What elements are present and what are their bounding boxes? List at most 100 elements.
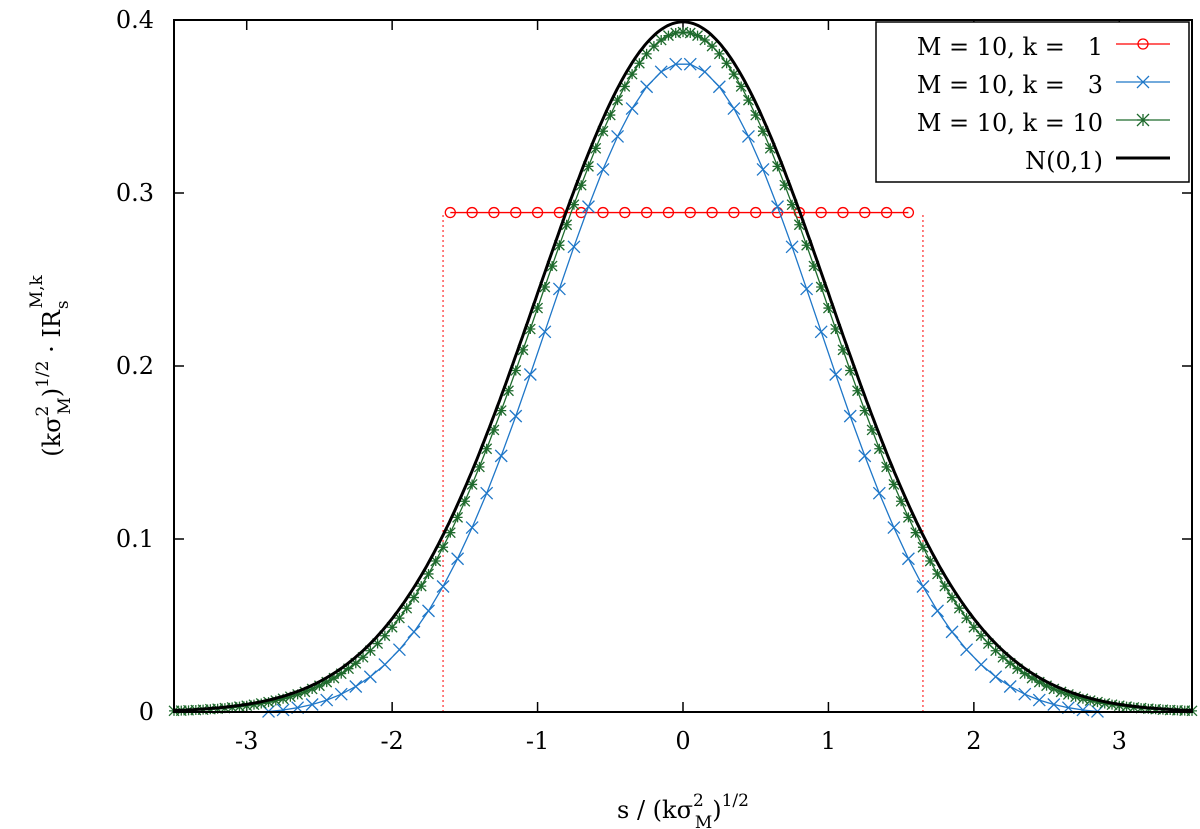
series-3 (173, 20, 1193, 712)
legend-box (875, 21, 1190, 183)
data-point (808, 260, 820, 272)
data-point (1026, 672, 1038, 684)
data-point (422, 604, 435, 618)
data-point (815, 206, 827, 219)
data-point (480, 486, 494, 500)
data-point (364, 645, 376, 657)
data-point (917, 541, 929, 553)
data-point (662, 30, 674, 42)
data-point (1047, 698, 1061, 711)
y-axis-label: (kσ2 M)1/2 · IRsM,k (27, 275, 75, 457)
legend-label-k1: M = 10, k = 1 (917, 33, 1103, 61)
data-point (321, 676, 333, 688)
data-point (641, 48, 653, 60)
data-point (741, 129, 755, 143)
y-axis-label-group: (kσ2 M)1/2 · IRsM,k (27, 275, 75, 457)
data-point (510, 206, 522, 219)
data-point (756, 162, 770, 176)
data-point (837, 344, 849, 356)
series-0 (442, 206, 924, 712)
data-point (255, 698, 267, 709)
data-point (320, 693, 334, 707)
data-point (276, 703, 290, 717)
data-point (430, 555, 442, 567)
data-point (895, 495, 907, 507)
data-point (931, 604, 944, 618)
data-point (626, 68, 638, 80)
data-point (1048, 683, 1060, 695)
data-point (248, 699, 260, 711)
data-point (670, 27, 682, 39)
data-point (401, 602, 413, 614)
data-point (888, 478, 900, 490)
data-point (997, 651, 1009, 663)
data-point (423, 568, 434, 580)
data-point (392, 643, 406, 657)
data-point (510, 365, 522, 376)
data-point (858, 449, 872, 463)
data-point (880, 206, 893, 219)
data-point (910, 527, 922, 539)
data-point (372, 638, 384, 650)
data-point (625, 102, 639, 115)
data-point (779, 179, 791, 191)
data-point (495, 405, 507, 417)
data-point (953, 602, 965, 614)
x-tick-label: 1 (821, 727, 836, 755)
data-point (945, 625, 959, 639)
series-line (173, 20, 1193, 712)
data-point (488, 206, 500, 219)
data-point (270, 695, 282, 706)
data-point (902, 511, 914, 523)
legend-label-k10: M = 10, k = 10 (917, 109, 1103, 137)
data-point (654, 65, 668, 79)
data-point (771, 200, 784, 214)
data-point (1070, 691, 1082, 703)
data-point (801, 239, 813, 251)
data-point (924, 555, 936, 567)
data-point (299, 686, 311, 698)
data-point (546, 260, 558, 272)
data-point (727, 102, 741, 115)
data-point (539, 281, 551, 293)
data-point (662, 206, 675, 219)
data-point (699, 34, 711, 46)
data-point (284, 691, 296, 703)
data-point (1084, 695, 1096, 706)
data-point (1041, 680, 1053, 692)
data-point (524, 323, 536, 335)
data-point (575, 179, 587, 191)
data-point (538, 325, 552, 339)
data-point (939, 580, 951, 592)
data-point (1033, 676, 1045, 688)
data-point (1055, 686, 1067, 698)
data-point (393, 612, 405, 624)
data-point (901, 552, 915, 566)
data-point (822, 302, 834, 314)
data-point (378, 658, 392, 672)
data-point (1004, 657, 1016, 669)
data-point (735, 80, 747, 92)
data-point (305, 698, 319, 711)
data-point (523, 368, 537, 381)
data-point (583, 160, 594, 172)
y-tick-label: 0.4 (116, 6, 154, 34)
data-point (742, 94, 754, 106)
y-tick-label: 0 (139, 698, 154, 726)
data-point (960, 643, 974, 657)
data-point (946, 592, 958, 604)
data-point (357, 651, 369, 663)
data-point (728, 68, 740, 80)
legend: M = 10, k = 1 M = 10, k = 3 M = 10, k = … (875, 21, 1190, 183)
data-point (1137, 38, 1149, 50)
series-layer (168, 20, 1198, 718)
data-point (706, 40, 718, 52)
data-point (517, 344, 529, 356)
data-point (750, 109, 762, 121)
data-point (444, 206, 456, 219)
data-point (872, 486, 886, 500)
data-point (481, 443, 493, 455)
data-point (786, 199, 798, 211)
data-point (669, 57, 683, 71)
legend-swatches (1116, 38, 1170, 160)
